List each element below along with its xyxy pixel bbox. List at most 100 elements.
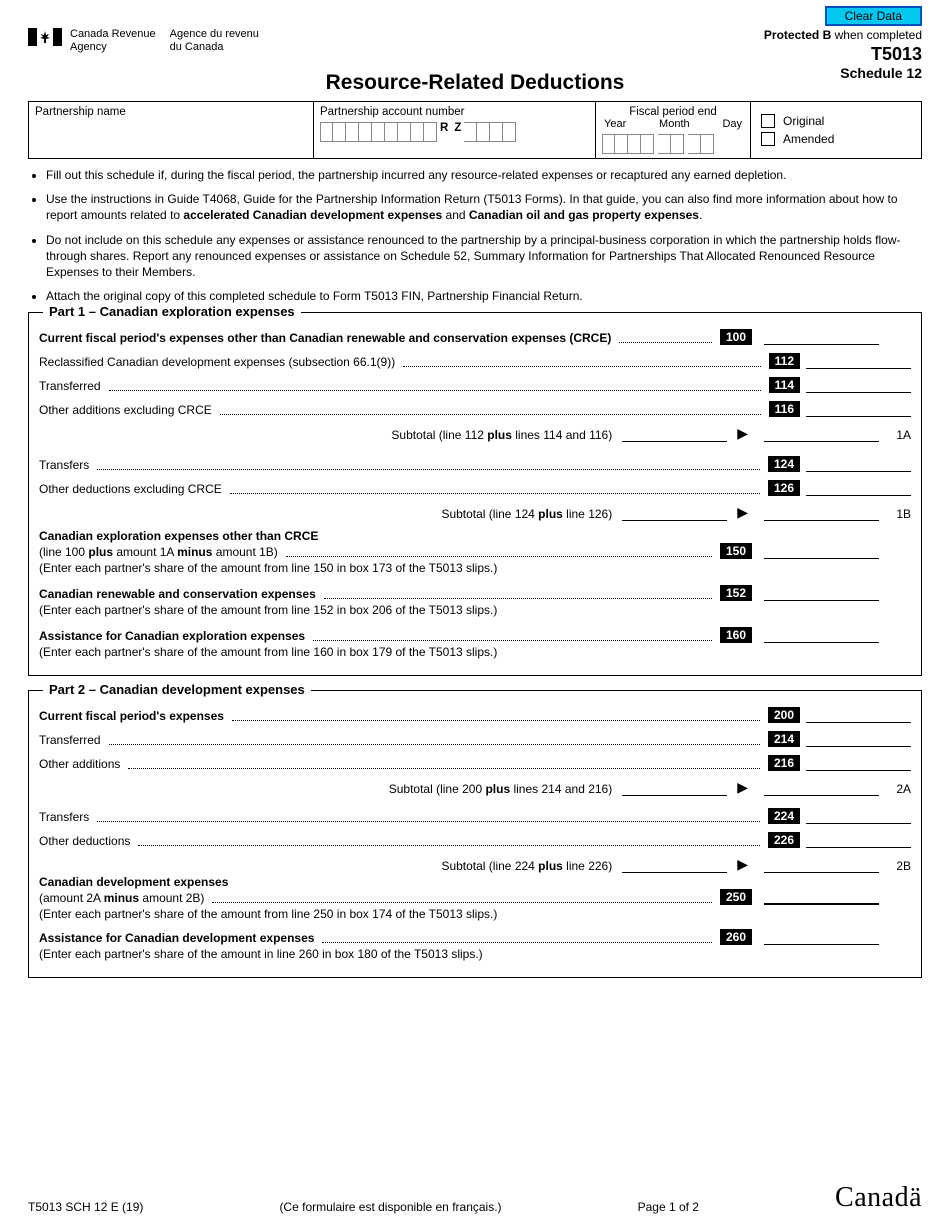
subtotal-2a-mid[interactable] bbox=[622, 782, 727, 796]
code-250: 250 bbox=[720, 889, 752, 905]
line-150-formula: (line 100 plus amount 1A minus amount 1B… bbox=[39, 545, 278, 559]
line-126-input[interactable] bbox=[806, 482, 911, 496]
letter-1b: 1B bbox=[889, 507, 911, 521]
agency-fr-line1: Agence du revenu bbox=[170, 28, 259, 40]
subtotal-1b-input[interactable] bbox=[764, 507, 879, 521]
line-260-label: Assistance for Canadian development expe… bbox=[39, 931, 314, 945]
line-216-label: Other additions bbox=[39, 757, 120, 771]
subtotal-1a-mid[interactable] bbox=[622, 428, 727, 442]
subtotal-1b-mid[interactable] bbox=[622, 507, 727, 521]
subtotal-2b-mid[interactable] bbox=[622, 859, 727, 873]
note-250: (Enter each partner's share of the amoun… bbox=[39, 907, 911, 921]
year-label: Year bbox=[604, 118, 626, 130]
fiscal-period-boxes[interactable] bbox=[602, 134, 744, 154]
code-152: 152 bbox=[720, 585, 752, 601]
instructions-list: Fill out this schedule if, during the fi… bbox=[28, 167, 922, 304]
subtotal-1a-input[interactable] bbox=[764, 428, 879, 442]
code-114: 114 bbox=[769, 377, 800, 393]
code-124: 124 bbox=[768, 456, 800, 472]
line-152-label: Canadian renewable and conservation expe… bbox=[39, 587, 316, 601]
footer-french-note: (Ce formulaire est disponible en françai… bbox=[279, 1200, 501, 1214]
schedule-label: Schedule 12 bbox=[764, 65, 922, 81]
subtotal-2b-input[interactable] bbox=[764, 859, 879, 873]
line-152-input[interactable] bbox=[764, 587, 879, 601]
line-100-input[interactable] bbox=[764, 331, 879, 345]
month-label: Month bbox=[659, 118, 690, 130]
part-1-title: Part 1 – Canadian exploration expenses bbox=[43, 304, 301, 319]
agency-fr-line2: du Canada bbox=[170, 41, 224, 53]
arrow-icon: ▶ bbox=[737, 856, 748, 873]
line-116-input[interactable] bbox=[806, 403, 911, 417]
bullet-1: Fill out this schedule if, during the fi… bbox=[46, 167, 922, 183]
account-number-label: Partnership account number bbox=[320, 106, 589, 118]
line-112-label: Reclassified Canadian development expens… bbox=[39, 355, 395, 369]
code-216: 216 bbox=[768, 755, 800, 771]
part-1-box: Part 1 – Canadian exploration expenses C… bbox=[28, 312, 922, 676]
subtotal-2b-label: Subtotal (line 224 plus line 226) bbox=[441, 859, 612, 873]
line-114-input[interactable] bbox=[806, 379, 911, 393]
line-216-input[interactable] bbox=[806, 757, 911, 771]
subtotal-2a-input[interactable] bbox=[764, 782, 879, 796]
line-226-input[interactable] bbox=[806, 834, 911, 848]
code-260: 260 bbox=[720, 929, 752, 945]
canada-flag-icon bbox=[28, 28, 62, 46]
amended-label: Amended bbox=[783, 132, 834, 146]
fiscal-period-end-label: Fiscal period end bbox=[602, 106, 744, 118]
line-124-label: Transfers bbox=[39, 458, 89, 472]
letter-2b: 2B bbox=[889, 859, 911, 873]
day-label: Day bbox=[722, 118, 742, 130]
line-112-input[interactable] bbox=[806, 355, 911, 369]
code-224: 224 bbox=[768, 808, 800, 824]
account-number-boxes[interactable]: R Z bbox=[320, 122, 589, 142]
part-2-title: Part 2 – Canadian development expenses bbox=[43, 682, 311, 697]
line-100-label: Current fiscal period's expenses other t… bbox=[39, 331, 611, 345]
line-150-input[interactable] bbox=[764, 545, 879, 559]
line-160-label: Assistance for Canadian exploration expe… bbox=[39, 629, 305, 643]
bullet-3: Do not include on this schedule any expe… bbox=[46, 232, 922, 281]
agency-en-line2: Agency bbox=[70, 41, 107, 53]
partnership-name-label: Partnership name bbox=[35, 106, 307, 118]
note-260: (Enter each partner's share of the amoun… bbox=[39, 947, 911, 961]
protected-label: Protected B when completed bbox=[764, 28, 922, 42]
arrow-icon: ▶ bbox=[737, 779, 748, 796]
amended-checkbox[interactable] bbox=[761, 132, 775, 146]
letter-2a: 2A bbox=[889, 782, 911, 796]
footer-page-number: Page 1 of 2 bbox=[638, 1200, 699, 1214]
line-214-label: Transferred bbox=[39, 733, 101, 747]
line-150-title: Canadian exploration expenses other than… bbox=[39, 529, 911, 543]
original-label: Original bbox=[783, 114, 824, 128]
code-126: 126 bbox=[768, 480, 800, 496]
code-112: 112 bbox=[769, 353, 800, 369]
code-214: 214 bbox=[768, 731, 800, 747]
line-260-input[interactable] bbox=[764, 931, 879, 945]
line-114-label: Transferred bbox=[39, 379, 101, 393]
line-224-input[interactable] bbox=[806, 810, 911, 824]
code-100: 100 bbox=[720, 329, 752, 345]
line-200-label: Current fiscal period's expenses bbox=[39, 709, 224, 723]
line-250-formula: (amount 2A minus amount 2B) bbox=[39, 891, 204, 905]
arrow-icon: ▶ bbox=[737, 504, 748, 521]
line-250-title: Canadian development expenses bbox=[39, 875, 911, 889]
line-124-input[interactable] bbox=[806, 458, 911, 472]
note-160: (Enter each partner's share of the amoun… bbox=[39, 645, 911, 659]
line-200-input[interactable] bbox=[806, 709, 911, 723]
bullet-4: Attach the original copy of this complet… bbox=[46, 288, 922, 304]
note-150: (Enter each partner's share of the amoun… bbox=[39, 561, 911, 575]
canada-wordmark: Canadä bbox=[835, 1182, 922, 1214]
line-126-label: Other deductions excluding CRCE bbox=[39, 482, 222, 496]
code-226: 226 bbox=[768, 832, 800, 848]
bullet-2: Use the instructions in Guide T4068, Gui… bbox=[46, 191, 922, 223]
line-160-input[interactable] bbox=[764, 629, 879, 643]
line-224-label: Transfers bbox=[39, 810, 89, 824]
line-214-input[interactable] bbox=[806, 733, 911, 747]
code-150: 150 bbox=[720, 543, 752, 559]
line-226-label: Other deductions bbox=[39, 834, 130, 848]
note-152: (Enter each partner's share of the amoun… bbox=[39, 603, 911, 617]
subtotal-2a-label: Subtotal (line 200 plus lines 214 and 21… bbox=[389, 782, 612, 796]
line-250-input[interactable] bbox=[764, 891, 879, 905]
part-2-box: Part 2 – Canadian development expenses C… bbox=[28, 690, 922, 978]
clear-data-button[interactable]: Clear Data bbox=[825, 6, 922, 26]
original-checkbox[interactable] bbox=[761, 114, 775, 128]
arrow-icon: ▶ bbox=[737, 425, 748, 442]
subtotal-1a-label: Subtotal (line 112 plus lines 114 and 11… bbox=[391, 428, 612, 442]
